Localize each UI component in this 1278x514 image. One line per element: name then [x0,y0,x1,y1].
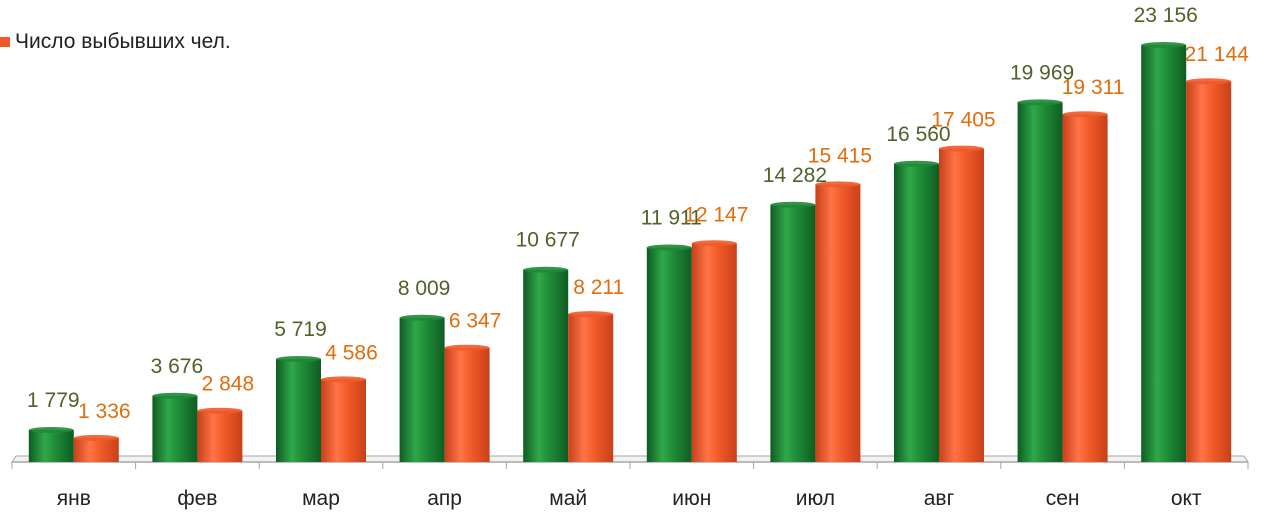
bar-top-series1 [770,201,816,208]
bar-series1 [646,247,692,462]
data-label-series1: 19 969 [1010,61,1074,84]
data-label-series2: 6 347 [449,310,502,333]
bar-top-series2 [691,240,737,247]
data-label-series2: 19 311 [1062,76,1125,99]
bar-series1 [152,395,198,462]
data-label-series2: 15 415 [808,144,872,167]
data-label-series2: 17 405 [931,109,995,132]
x-tick-label: фев [177,487,217,510]
bar-series2 [939,148,984,463]
x-tick-label: янв [57,487,91,510]
bar-top-series1 [646,244,692,251]
x-tick-label: авг [924,487,955,510]
data-label-series1: 10 677 [516,229,580,252]
bar-top-series2 [321,376,366,383]
bar-top-series1 [523,266,569,273]
bar-series1 [28,429,74,462]
data-label-series1: 23 156 [1134,4,1198,27]
bar-series2 [1062,114,1108,462]
x-tick-label: апр [427,487,462,510]
bar-series2 [444,347,490,462]
x-tick-label: мар [302,487,340,510]
data-label-series2: 12 147 [684,203,748,226]
bar-series1 [1141,45,1187,462]
legend: Число выбывших чел. [0,30,231,54]
bar-series1 [399,317,445,462]
bar-top-series2 [1186,78,1232,85]
bar-top-series1 [276,356,321,363]
data-label-series1: 8 009 [398,277,451,300]
data-label-series1: 3 676 [151,355,204,378]
bar-series2 [568,314,614,462]
data-label-series1: 11 911 [641,207,702,230]
bar-series2 [1186,81,1232,463]
bar-top-series2 [444,344,490,351]
bar-series1 [770,204,816,462]
bar-series1 [276,359,321,462]
data-label-series2: 1 336 [78,400,131,423]
x-tick-label: июн [672,487,711,510]
bar-series2 [321,379,366,462]
data-label-series1: 14 282 [763,164,827,187]
data-label-series2: 2 848 [202,373,255,396]
bar-top-series1 [1141,42,1187,48]
x-tick-label: окт [1171,487,1202,510]
data-label-series2: 4 586 [325,341,378,364]
data-label-series1: 5 719 [274,318,327,341]
bar-series1 [894,163,939,462]
bar-series2 [815,184,861,462]
legend-label: Число выбывших чел. [15,30,231,53]
bar-series2 [691,243,737,462]
x-tick-label: май [549,487,587,510]
bar-top-series1 [1017,99,1063,106]
data-label-series1: 1 779 [27,389,80,412]
bar-top-series1 [399,314,445,321]
data-label-series2: 21 144 [1185,43,1250,66]
x-tick-label: сен [1046,487,1080,510]
x-tick-label: июл [796,487,835,510]
data-label-series1: 16 560 [886,123,950,146]
bar-top-series2 [568,311,614,318]
bar-top-series1 [28,426,74,433]
bar-series1 [523,269,569,462]
bar-top-series2 [73,434,119,441]
bar-top-series1 [152,392,198,399]
data-label-series2: 8 211 [573,276,624,299]
bar-top-series2 [815,181,861,188]
bar-series1 [1017,102,1063,462]
bar-series2 [197,410,243,462]
bar-top-series2 [939,145,984,152]
bar-series2 [73,437,119,462]
bar-top-series2 [197,407,243,414]
bar-top-series1 [894,160,939,167]
legend-swatch-series2 [0,37,10,47]
bar-top-series2 [1062,111,1108,118]
